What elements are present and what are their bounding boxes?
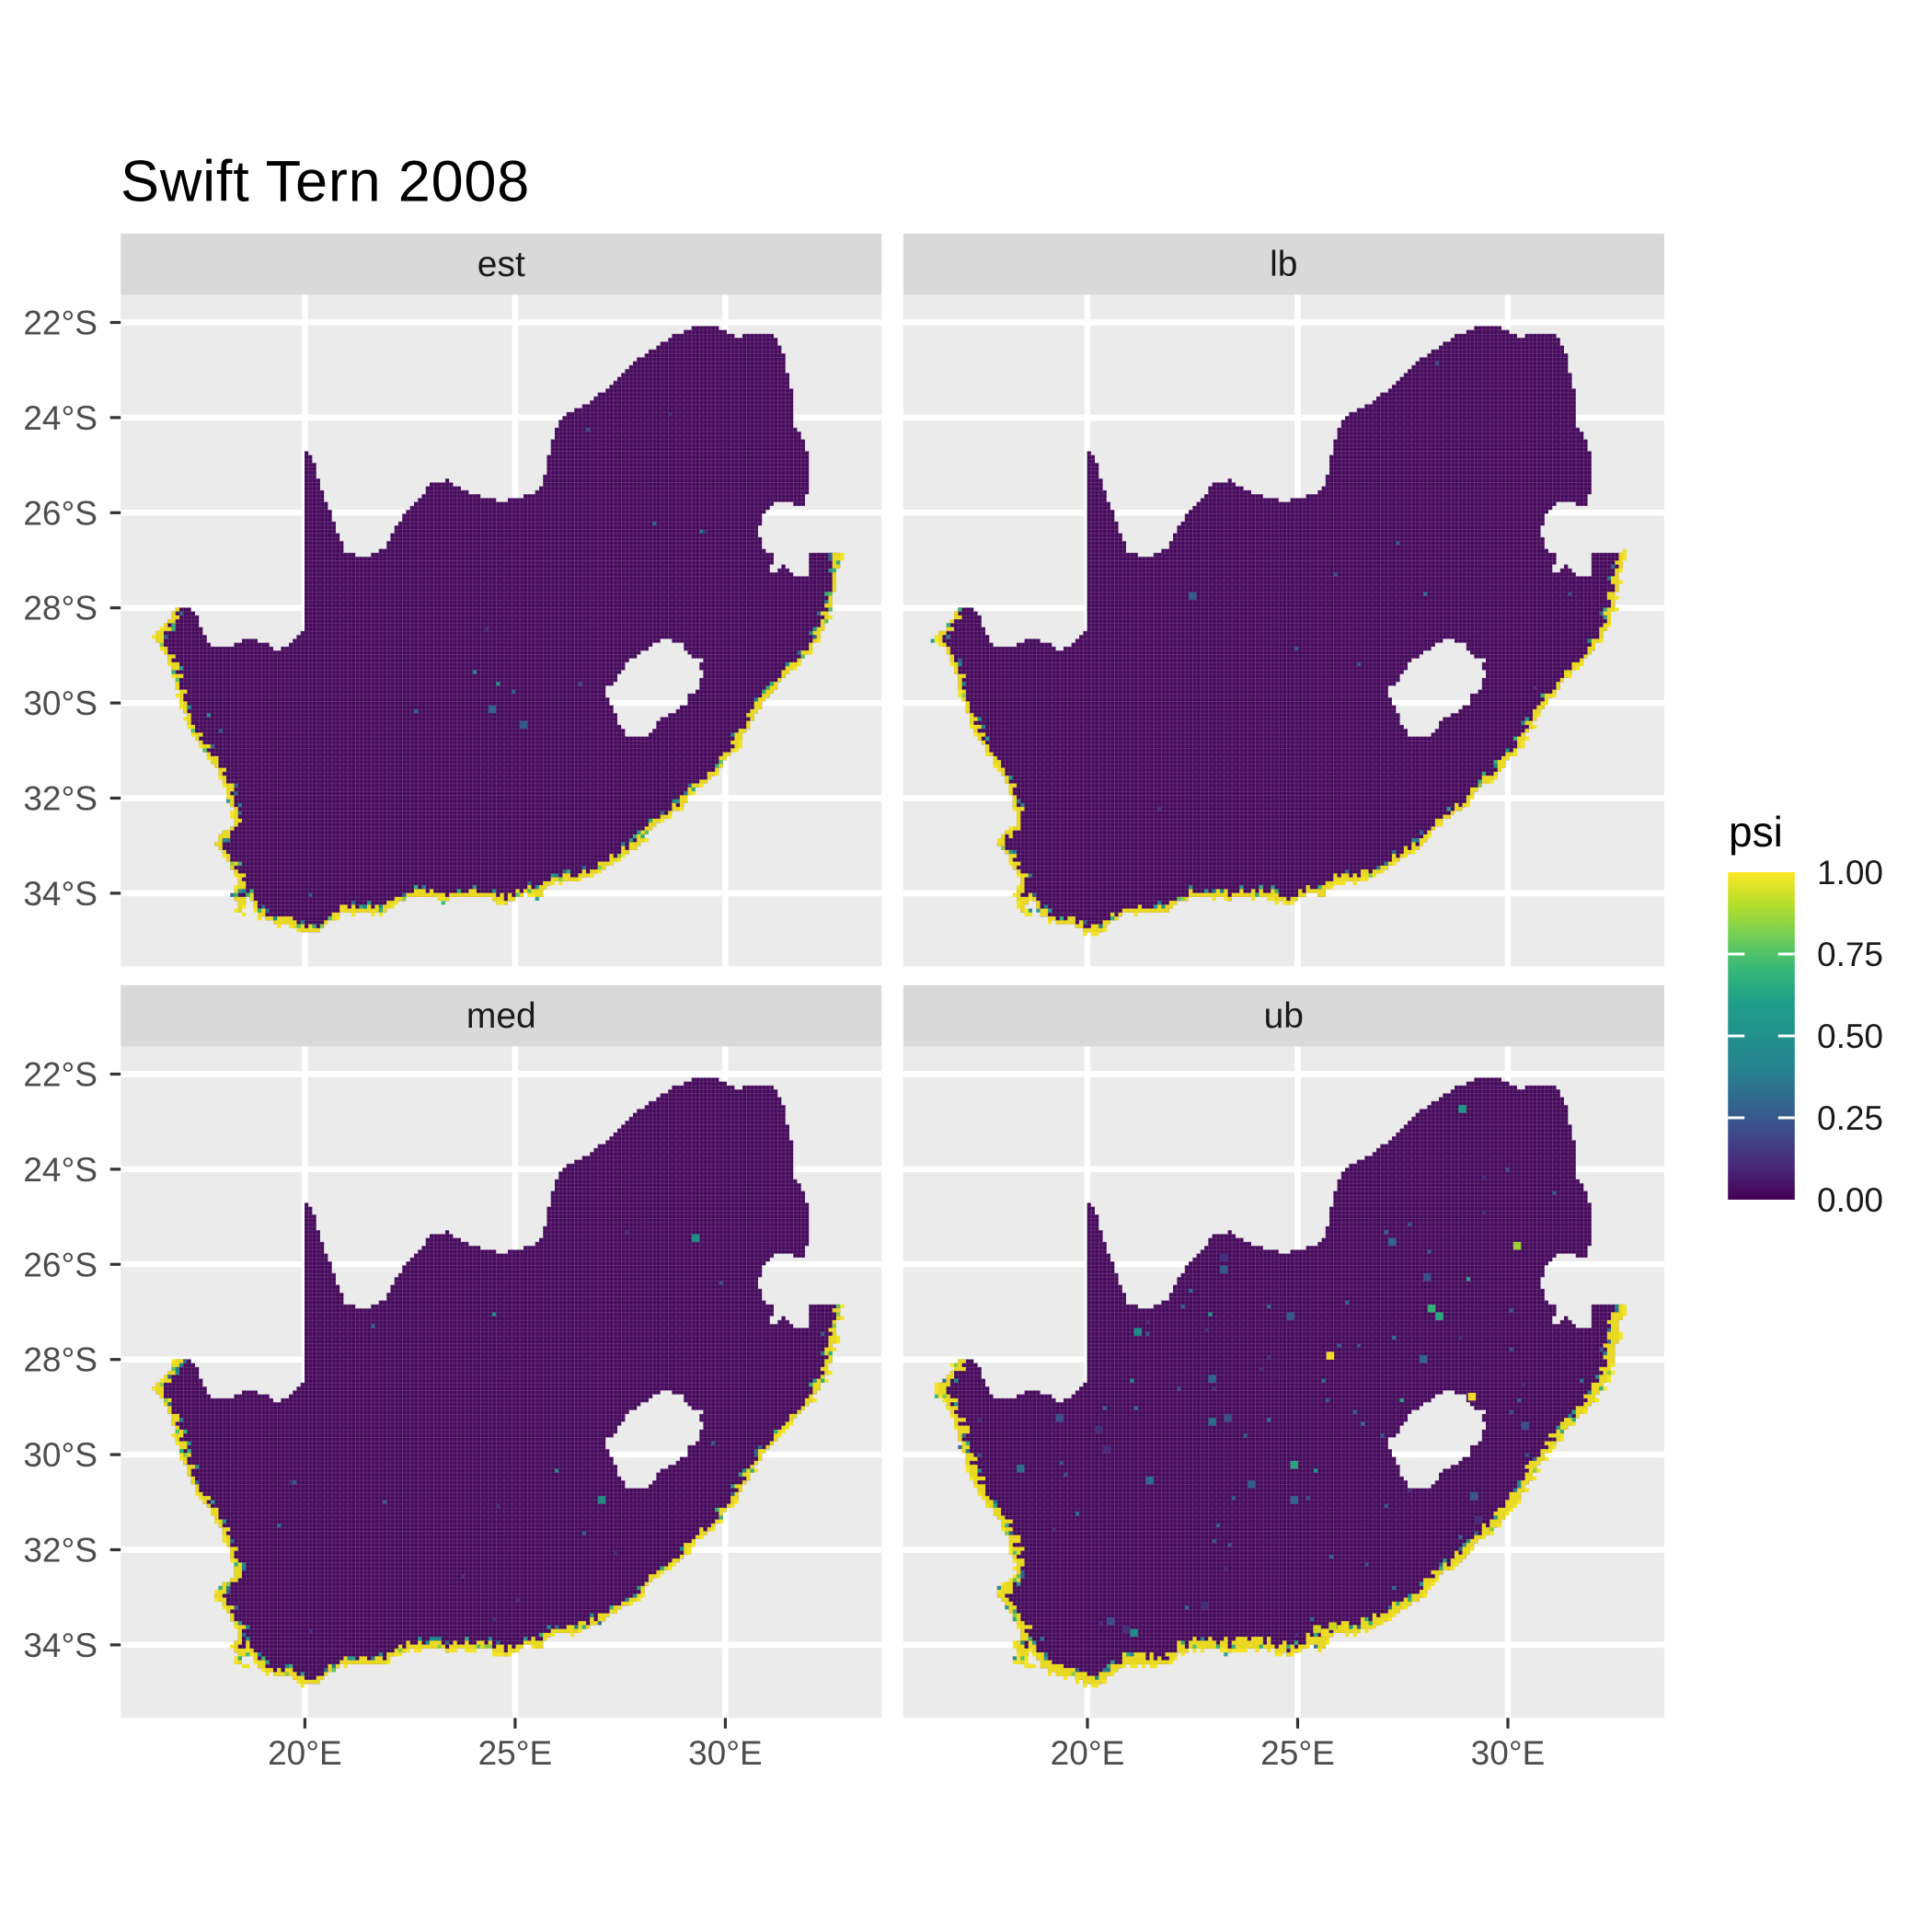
svg-text:0.00: 0.00 — [1817, 1181, 1883, 1219]
svg-text:28°S: 28°S — [23, 590, 98, 627]
svg-text:25°E: 25°E — [1260, 1734, 1335, 1772]
svg-text:20°E: 20°E — [1051, 1734, 1125, 1772]
svg-text:22°S: 22°S — [23, 1056, 98, 1094]
svg-text:26°S: 26°S — [23, 494, 98, 532]
svg-text:30°E: 30°E — [1471, 1734, 1546, 1772]
svg-text:26°S: 26°S — [23, 1246, 98, 1283]
svg-text:ub: ub — [1264, 996, 1304, 1036]
svg-text:32°S: 32°S — [23, 780, 98, 818]
svg-text:0.75: 0.75 — [1817, 936, 1883, 973]
svg-text:28°S: 28°S — [23, 1341, 98, 1379]
svg-text:psi: psi — [1729, 808, 1783, 856]
svg-text:1.00: 1.00 — [1817, 854, 1883, 891]
svg-text:22°S: 22°S — [23, 305, 98, 342]
svg-text:0.25: 0.25 — [1817, 1099, 1883, 1137]
svg-text:30°E: 30°E — [688, 1734, 763, 1772]
svg-text:30°S: 30°S — [23, 1436, 98, 1474]
svg-text:med: med — [466, 996, 536, 1036]
svg-text:0.50: 0.50 — [1817, 1018, 1883, 1055]
svg-text:Swift Tern 2008: Swift Tern 2008 — [121, 150, 530, 214]
svg-text:20°E: 20°E — [268, 1734, 342, 1772]
svg-text:24°S: 24°S — [23, 399, 98, 437]
svg-text:34°S: 34°S — [23, 1627, 98, 1664]
svg-text:24°S: 24°S — [23, 1151, 98, 1189]
svg-text:25°E: 25°E — [478, 1734, 553, 1772]
svg-text:30°S: 30°S — [23, 684, 98, 722]
svg-text:lb: lb — [1270, 245, 1297, 284]
svg-text:34°S: 34°S — [23, 875, 98, 913]
svg-text:est: est — [477, 245, 525, 284]
svg-text:32°S: 32°S — [23, 1532, 98, 1570]
